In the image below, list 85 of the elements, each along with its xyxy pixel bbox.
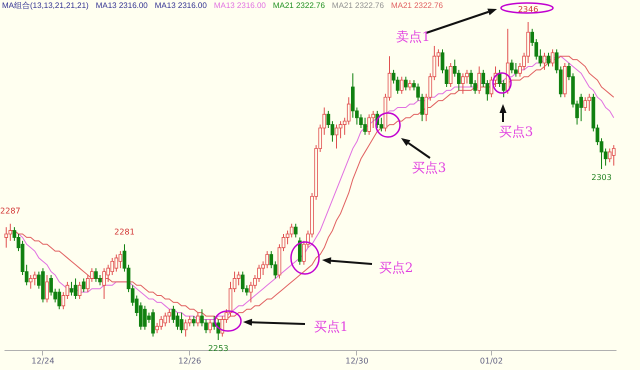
candlestick — [143, 305, 147, 330]
candlestick — [404, 76, 408, 91]
candlestick — [86, 274, 90, 293]
candlestick — [249, 281, 253, 303]
candlestick — [78, 281, 82, 300]
candlestick — [612, 144, 616, 166]
candlestick — [371, 110, 376, 128]
candlestick — [159, 316, 164, 330]
candlestick — [32, 271, 37, 286]
annotation: 卖点1 — [396, 30, 430, 45]
candlestick — [408, 80, 412, 91]
candlestick — [448, 62, 452, 88]
candlestick — [114, 254, 118, 272]
candlestick — [172, 305, 176, 324]
candlestick — [400, 76, 404, 94]
candlestick — [192, 316, 196, 327]
candlestick — [363, 117, 367, 136]
candlestick — [290, 223, 294, 238]
x-tick-label: 01/02 — [480, 356, 503, 366]
text: MA21 2322.76 — [272, 1, 325, 10]
candlestick — [346, 96, 351, 126]
candlestick — [236, 271, 240, 286]
candlestick — [180, 312, 184, 334]
candlestick — [526, 22, 530, 64]
chart-title: MA组合(13,13,21,21,21) — [2, 1, 89, 10]
annotation: 买点3 — [498, 125, 534, 140]
candlestick — [477, 66, 482, 94]
candlestick — [163, 312, 168, 327]
candlestick — [298, 236, 302, 266]
x-tick-label: 12/24 — [31, 356, 54, 366]
candlestick — [70, 281, 74, 296]
candlestick — [608, 148, 612, 163]
candlestick — [102, 268, 106, 300]
x-tick-label: 12/26 — [178, 356, 202, 366]
candlestick — [45, 274, 49, 303]
candlestick — [184, 318, 188, 338]
text: MA13 2316.00 — [154, 1, 207, 10]
candlestick — [110, 257, 114, 276]
annotation: 2281 — [114, 227, 135, 236]
candlestick — [57, 288, 62, 310]
candlestick — [94, 268, 98, 282]
candlestick — [550, 48, 554, 67]
candlestick — [138, 302, 143, 330]
candlestick — [4, 226, 8, 248]
candlestick — [118, 250, 122, 269]
candlestick — [367, 114, 371, 136]
candlestick — [334, 124, 338, 150]
candlestick — [188, 316, 192, 327]
candlestick — [74, 278, 78, 300]
text: MA13 2316.00 — [96, 1, 148, 10]
annotation: 2287 — [0, 206, 20, 216]
candlestick — [168, 308, 172, 324]
candlestick — [240, 271, 245, 293]
candlestick — [265, 250, 270, 269]
x-tick-label: 12/30 — [345, 356, 368, 366]
candlestick — [579, 93, 583, 122]
candlestick — [587, 93, 592, 112]
annotation: 2253 — [208, 344, 228, 353]
text: MA21 2322.76 — [390, 1, 443, 10]
candlestick — [294, 223, 298, 238]
candlestick — [28, 274, 33, 290]
candlestick — [338, 120, 342, 139]
candlestick — [490, 76, 494, 98]
annotation: 2346 — [518, 5, 538, 14]
annotation: 买点3 — [412, 161, 446, 176]
candlestick — [196, 312, 200, 327]
candlestick — [151, 308, 155, 338]
candlestick — [546, 52, 550, 67]
candlestick — [461, 72, 465, 94]
annotation: 2303 — [591, 173, 612, 182]
candlestick — [350, 72, 355, 118]
candlestick — [456, 69, 461, 91]
text: MA21 2322.76 — [332, 1, 384, 10]
annotation: 买点1 — [314, 320, 348, 335]
candlestick — [542, 52, 546, 70]
candlestick — [510, 59, 514, 74]
candlestick — [583, 96, 588, 112]
candlestick — [396, 76, 400, 94]
candlestick — [106, 264, 110, 282]
candlestick — [208, 318, 212, 334]
candlestick — [514, 62, 518, 78]
candlestick — [82, 278, 86, 293]
candlestick — [8, 223, 12, 242]
annotation: 买点2 — [378, 261, 414, 276]
text: MA13 2316.00 — [214, 1, 266, 10]
